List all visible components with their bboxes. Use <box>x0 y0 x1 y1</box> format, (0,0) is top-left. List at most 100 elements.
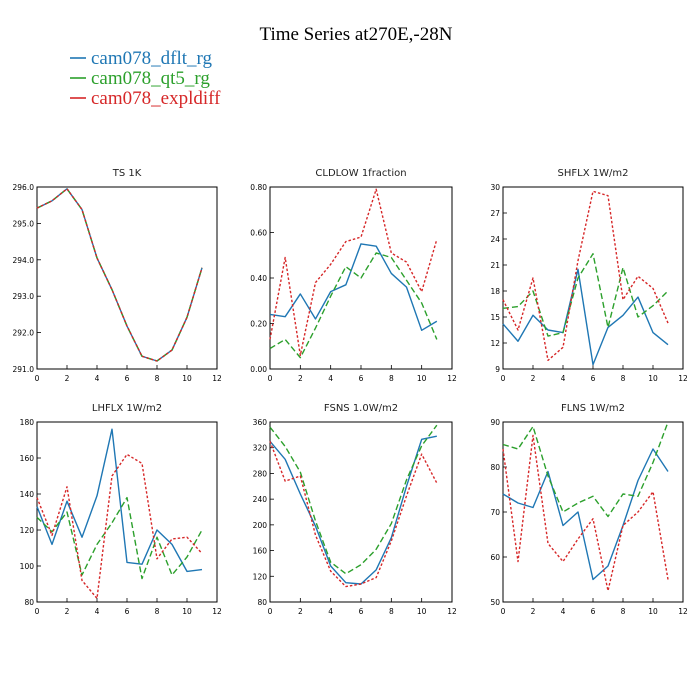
y-tick-label-fsns: 200 <box>253 521 268 530</box>
legend-entry-expldiff: cam078_expldiff <box>70 88 221 109</box>
x-tick-label-shflx: 0 <box>501 374 506 383</box>
panel-title-cldlow: CLDLOW 1fraction <box>315 168 406 179</box>
x-tick-label-lhflx: 4 <box>95 607 100 616</box>
panel-flns: FLNS 1W/m2 0 2 4 6 8 10 12 50 60 70 80 90 <box>490 403 688 616</box>
y-tick-label-flns: 90 <box>490 418 500 427</box>
x-tick-label-lhflx: 2 <box>65 607 70 616</box>
x-tick-label-flns: 12 <box>678 607 688 616</box>
x-tick-label-lhflx: 8 <box>155 607 160 616</box>
y-tick-label-shflx: 15 <box>490 313 500 322</box>
y-tick-label-cldlow: 0.80 <box>250 183 267 192</box>
y-tick-label-cldlow: 0.20 <box>250 320 267 329</box>
panel-title-flns: FLNS 1W/m2 <box>561 403 625 414</box>
panel-lhflx: LHFLX 1W/m2 0 2 4 6 8 10 12 80 100 120 140 160 180 <box>20 403 222 616</box>
series-line-qt5-flns <box>502 421 669 518</box>
panel-title-lhflx: LHFLX 1W/m2 <box>92 403 162 414</box>
y-tick-label-fsns: 280 <box>253 469 268 478</box>
x-tick-label-cldlow: 2 <box>298 374 303 383</box>
y-tick-label-lhflx: 140 <box>20 490 35 499</box>
x-tick-label-cldlow: 8 <box>389 374 394 383</box>
y-tick-label-shflx: 24 <box>490 235 500 244</box>
x-tick-label-ts: 0 <box>35 374 40 383</box>
y-tick-label-flns: 50 <box>490 598 500 607</box>
y-tick-label-ts: 292.0 <box>13 329 35 338</box>
series-line-qt5-lhflx <box>36 496 203 580</box>
y-tick-label-ts: 293.0 <box>13 292 35 301</box>
y-tick-label-shflx: 30 <box>490 183 500 192</box>
x-tick-label-ts: 10 <box>182 374 192 383</box>
x-tick-label-fsns: 4 <box>328 607 333 616</box>
x-tick-label-cldlow: 0 <box>268 374 273 383</box>
x-tick-label-flns: 10 <box>648 607 658 616</box>
series-line-dflt-ts <box>36 188 203 362</box>
legend-label-qt5: cam078_qt5_rg <box>91 68 210 89</box>
x-tick-label-shflx: 4 <box>561 374 566 383</box>
y-tick-label-flns: 80 <box>490 463 500 472</box>
x-tick-label-ts: 8 <box>155 374 160 383</box>
series-line-dflt-cldlow <box>269 243 438 332</box>
series-line-dflt-flns <box>502 448 669 581</box>
x-tick-label-fsns: 0 <box>268 607 273 616</box>
series-line-expldiff-flns <box>502 434 669 592</box>
y-tick-label-cldlow: 0.40 <box>250 274 267 283</box>
y-tick-label-lhflx: 180 <box>20 418 35 427</box>
x-tick-label-shflx: 2 <box>531 374 536 383</box>
panel-fsns: FSNS 1.0W/m2 0 2 4 6 8 10 12 80 120 160 200 240 280 32… <box>253 403 457 616</box>
x-tick-label-cldlow: 6 <box>359 374 364 383</box>
series-line-qt5-ts <box>36 188 203 362</box>
panel-frame-ts <box>36 186 218 370</box>
figure-title: Time Series at270E,-28N <box>260 24 453 45</box>
x-tick-label-shflx: 12 <box>678 374 688 383</box>
y-tick-label-shflx: 9 <box>495 365 500 374</box>
y-tick-label-ts: 291.0 <box>13 365 35 374</box>
series-line-dflt-shflx <box>502 268 669 366</box>
legend: cam078_dflt_rg cam078_qt5_rg cam078_expl… <box>70 48 221 109</box>
x-tick-label-lhflx: 10 <box>182 607 192 616</box>
y-tick-label-fsns: 360 <box>253 418 268 427</box>
y-tick-label-fsns: 160 <box>253 547 268 556</box>
x-tick-label-ts: 2 <box>65 374 70 383</box>
y-tick-label-ts: 295.0 <box>13 219 35 228</box>
panel-frame-shflx <box>502 186 684 370</box>
series-line-qt5-cldlow <box>269 252 438 359</box>
y-tick-label-cldlow: 0.00 <box>250 365 267 374</box>
x-tick-label-fsns: 8 <box>389 607 394 616</box>
y-tick-label-lhflx: 120 <box>20 526 35 535</box>
y-tick-label-shflx: 18 <box>490 287 500 296</box>
y-tick-label-fsns: 80 <box>257 598 267 607</box>
y-tick-label-shflx: 27 <box>490 209 500 218</box>
x-tick-label-fsns: 12 <box>447 607 457 616</box>
series-line-expldiff-shflx <box>502 190 669 362</box>
x-tick-label-fsns: 10 <box>417 607 427 616</box>
y-tick-label-lhflx: 100 <box>20 562 35 571</box>
panel-title-fsns: FSNS 1.0W/m2 <box>324 403 398 414</box>
y-tick-label-ts: 294.0 <box>13 256 35 265</box>
x-tick-label-lhflx: 0 <box>35 607 40 616</box>
panel-ts: TS 1K 0 2 4 6 8 10 12 291.0 292.0 293.0 294.0 295.0 2… <box>13 168 222 383</box>
series-line-expldiff-lhflx <box>36 453 203 600</box>
panel-title-shflx: SHFLX 1W/m2 <box>558 168 629 179</box>
y-tick-label-fsns: 120 <box>253 572 268 581</box>
x-tick-label-fsns: 6 <box>359 607 364 616</box>
x-tick-label-ts: 6 <box>125 374 130 383</box>
series-line-expldiff-cldlow <box>269 188 438 357</box>
x-tick-label-cldlow: 4 <box>328 374 333 383</box>
y-tick-label-cldlow: 0.60 <box>250 229 267 238</box>
x-tick-label-cldlow: 10 <box>417 374 427 383</box>
legend-entry-dflt: cam078_dflt_rg <box>70 48 213 69</box>
y-tick-label-flns: 60 <box>490 553 500 562</box>
legend-label-dflt: cam078_dflt_rg <box>91 48 213 69</box>
panel-frame-fsns <box>269 421 453 603</box>
x-tick-label-flns: 6 <box>591 607 596 616</box>
series-line-dflt-lhflx <box>36 428 203 573</box>
x-tick-label-flns: 2 <box>531 607 536 616</box>
x-tick-label-flns: 4 <box>561 607 566 616</box>
x-tick-label-shflx: 8 <box>621 374 626 383</box>
x-tick-label-flns: 8 <box>621 607 626 616</box>
x-tick-label-flns: 0 <box>501 607 506 616</box>
series-line-qt5-fsns <box>269 424 438 575</box>
y-tick-label-fsns: 240 <box>253 495 268 504</box>
legend-label-expldiff: cam078_expldiff <box>91 88 221 109</box>
